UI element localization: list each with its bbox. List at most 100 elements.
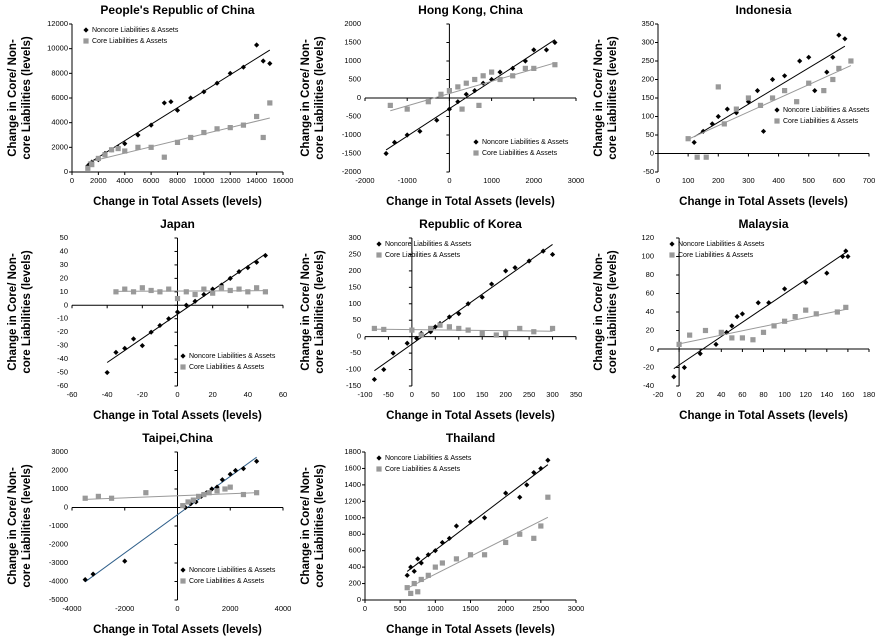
- y-axis-label: Change in Core/ Non-: [7, 253, 19, 371]
- diamond-marker: [210, 286, 216, 292]
- diamond-marker: [432, 548, 438, 554]
- square-marker: [254, 285, 260, 291]
- x-tick-label: 200: [499, 390, 512, 399]
- square-marker: [439, 560, 445, 566]
- x-tick-label: 50: [431, 390, 439, 399]
- y-tick-label: 120: [641, 233, 654, 242]
- y-tick-label: 6000: [51, 93, 68, 102]
- diamond-marker: [489, 76, 495, 83]
- chart-title: Japan: [160, 217, 195, 231]
- square-marker: [480, 73, 486, 79]
- x-tick-label: -4000: [62, 604, 81, 613]
- square-marker: [387, 102, 393, 108]
- square-marker: [102, 152, 108, 158]
- legend-label: Noncore Liabilities & Assets: [92, 27, 179, 34]
- square-marker: [545, 494, 551, 500]
- y-axis-label: core Liabilities (levels): [607, 250, 619, 374]
- square-marker: [721, 121, 727, 127]
- y-tick-label: 40: [60, 246, 68, 255]
- y-axis-label: Change in Core/ Non-: [300, 467, 312, 585]
- square-marker: [201, 491, 207, 498]
- x-tick-label: 400: [772, 176, 785, 185]
- y-tick-label: 3000: [51, 447, 68, 456]
- diamond-marker: [161, 100, 167, 106]
- diamond-marker: [408, 564, 414, 570]
- x-tick-label: 0: [410, 390, 414, 399]
- y-tick-label: 400: [348, 562, 361, 571]
- square-marker: [733, 106, 739, 112]
- diamond-marker: [503, 490, 509, 496]
- diamond-marker: [227, 70, 233, 76]
- y-tick-label: -3000: [49, 558, 68, 567]
- square-marker: [180, 364, 186, 370]
- diamond-marker: [729, 323, 735, 329]
- diamond-marker: [538, 465, 544, 472]
- x-tick-label: 1000: [427, 604, 444, 613]
- y-tick-label: 200: [641, 74, 654, 83]
- diamond-marker: [391, 139, 398, 145]
- x-tick-label: 2000: [222, 604, 239, 613]
- square-marker: [834, 309, 840, 315]
- y-tick-label: 30: [60, 260, 68, 269]
- square-marker: [148, 144, 154, 150]
- diamond-marker: [201, 89, 207, 95]
- square-marker: [463, 80, 469, 86]
- chart-title: Hong Kong, China: [418, 3, 523, 17]
- square-marker: [122, 286, 128, 292]
- diamond-marker: [434, 117, 440, 123]
- diamond-marker: [214, 80, 220, 86]
- square-marker: [531, 329, 537, 335]
- legend-label: Core Liabilities & Assets: [189, 578, 265, 585]
- chart-title: Indonesia: [735, 3, 791, 17]
- square-marker: [139, 285, 145, 291]
- chart-title: Thailand: [446, 431, 495, 445]
- square-marker: [262, 289, 269, 295]
- square-marker: [371, 325, 377, 332]
- diamond-marker: [413, 335, 420, 341]
- y-tick-label: 50: [60, 233, 68, 242]
- y-tick-label: 200: [348, 579, 361, 588]
- y-tick-label: -1000: [342, 130, 361, 139]
- diamond-marker: [174, 107, 181, 113]
- x-tick-label: 4000: [116, 176, 133, 185]
- x-tick-label: 0: [447, 176, 451, 185]
- y-tick-label: -2000: [342, 167, 361, 176]
- square-marker: [517, 325, 523, 332]
- legend-label: Core Liabilities & Assets: [678, 252, 754, 259]
- square-marker: [702, 327, 709, 334]
- diamond-marker: [193, 499, 199, 505]
- diamond-marker: [201, 291, 207, 298]
- y-tick-label: 1400: [344, 480, 361, 489]
- y-axis-label: core Liabilities (levels): [607, 36, 619, 160]
- x-tick-label: 80: [759, 390, 767, 399]
- x-tick-label: 3000: [568, 176, 585, 185]
- diamond-marker: [723, 329, 730, 335]
- square-marker: [83, 38, 89, 44]
- square-marker: [174, 139, 181, 145]
- diamond-marker: [439, 539, 445, 546]
- legend-label: Core Liabilities & Assets: [92, 38, 168, 45]
- x-tick-label: 2500: [532, 604, 549, 613]
- diamond-marker: [432, 324, 438, 330]
- square-marker: [813, 311, 819, 317]
- x-tick-label: -100: [357, 390, 372, 399]
- square-marker: [254, 490, 260, 496]
- y-tick-label: 1600: [344, 463, 361, 472]
- y-tick-label: 80: [646, 270, 654, 279]
- y-axis-label: Change in Core/ Non-: [593, 39, 605, 157]
- square-marker: [214, 126, 220, 132]
- diamond-marker: [549, 251, 556, 258]
- square-marker: [794, 99, 800, 105]
- square-marker: [236, 286, 242, 292]
- x-tick-label: 300: [546, 390, 559, 399]
- x-tick-label: 60: [279, 390, 287, 399]
- x-tick-label: 14000: [246, 176, 267, 185]
- y-tick-label: 10: [60, 287, 68, 296]
- diamond-marker: [104, 369, 110, 376]
- x-tick-label: 140: [821, 390, 834, 399]
- x-axis-label: Change in Total Assets (levels): [386, 410, 555, 422]
- square-marker: [108, 495, 115, 501]
- diamond-marker: [709, 121, 715, 127]
- y-tick-label: 300: [348, 233, 361, 242]
- diamond-marker: [371, 376, 377, 383]
